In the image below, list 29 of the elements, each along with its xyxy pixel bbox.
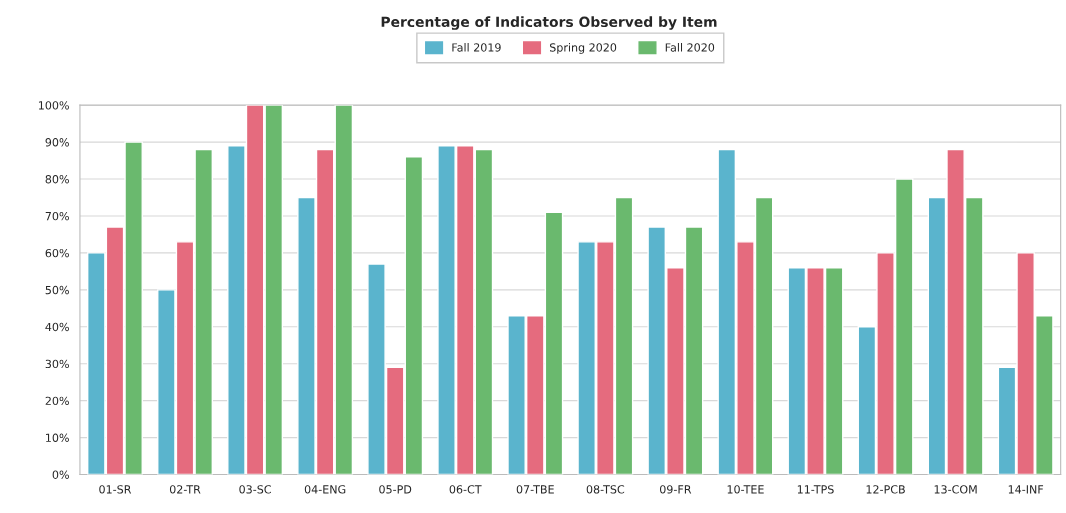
y-tick-label: 70% [45, 211, 69, 221]
y-tick-label: 50% [45, 285, 69, 295]
x-tick-label: 13-COM [934, 485, 977, 494]
x-tick-label: 02-TR [169, 485, 201, 494]
x-tick-label: 08-TSC [586, 485, 625, 494]
x-tick-label: 12-PCB [866, 485, 905, 494]
legend-label: Spring 2020 [549, 43, 617, 54]
y-tick-label: 80% [45, 175, 69, 184]
y-tick-label: 40% [45, 322, 69, 332]
chart-title: Percentage of Indicators Observed by Item [381, 16, 717, 30]
x-tick-label: 09-FR [659, 485, 692, 494]
y-tick-label: 10% [46, 433, 69, 442]
x-tick-label: 06-CT [449, 485, 482, 494]
y-tick-label: 30% [45, 359, 69, 369]
x-tick-label: 05-PD [379, 485, 412, 494]
y-tick-label: 0% [52, 470, 69, 479]
x-tick-label: 11-TPS [797, 485, 834, 494]
y-tick-label: 60% [45, 248, 69, 258]
x-tick-label: 01-SR [99, 485, 132, 494]
x-tick-label: 03-SC [239, 485, 271, 494]
y-tick-label: 100% [38, 101, 69, 110]
x-tick-label: 04-ENG [304, 485, 346, 494]
legend-label: Fall 2019 [452, 43, 501, 52]
x-tick-label: 14-INF [1008, 485, 1044, 494]
x-tick-label: 07-TBE [516, 485, 554, 494]
legend-label: Fall 2020 [665, 43, 715, 52]
y-tick-label: 90% [45, 138, 69, 147]
x-tick-label: 10-TEE [727, 485, 764, 494]
y-tick-label: 20% [45, 396, 69, 406]
